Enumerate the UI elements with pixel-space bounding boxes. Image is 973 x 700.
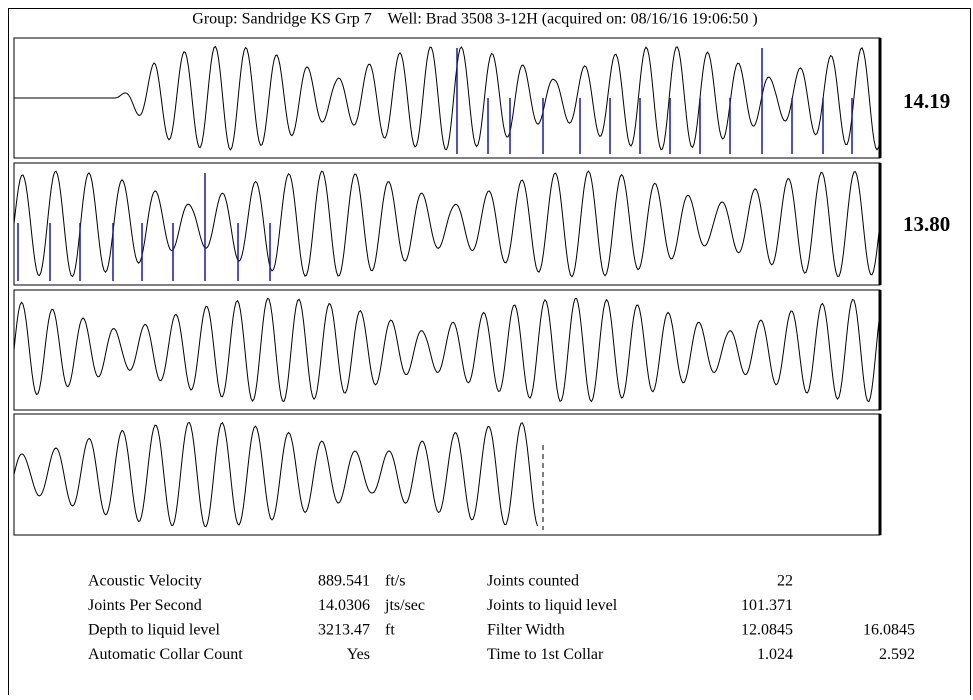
table-cell: jts/sec xyxy=(384,597,425,614)
table-cell: ft xyxy=(385,622,395,639)
table-cell: 12.0845 xyxy=(741,622,793,639)
panel-label: 13.80 xyxy=(903,212,950,236)
waveform xyxy=(13,422,538,528)
panel-frame xyxy=(13,37,881,159)
waveform xyxy=(13,170,880,278)
table-cell: 14.0306 xyxy=(318,597,370,614)
table-cell: Yes xyxy=(347,646,370,663)
table-cell: Automatic Collar Count xyxy=(88,646,243,663)
panel-frame xyxy=(13,289,881,411)
table-cell: Acoustic Velocity xyxy=(88,573,202,590)
waveform xyxy=(13,297,880,403)
table-cell: 22 xyxy=(777,573,793,590)
table-cell: Joints Per Second xyxy=(88,597,202,614)
table-cell: 101.371 xyxy=(741,597,793,614)
waveform xyxy=(14,45,881,151)
table-cell: 3213.47 xyxy=(318,622,370,639)
results-table: Acoustic Velocity 889.541 ft/s Joints count… xyxy=(88,573,915,664)
table-cell: 889.541 xyxy=(318,573,370,590)
table-cell: Joints counted xyxy=(487,573,579,590)
table-cell: Time to 1st Collar xyxy=(487,646,604,663)
table-cell: Filter Width xyxy=(487,622,565,639)
panels xyxy=(13,37,882,536)
header-title: Group: Sandridge KS Grp 7 Well: Brad 350… xyxy=(192,11,757,28)
table-cell: Depth to liquid level xyxy=(88,622,221,639)
table-cell: Joints to liquid level xyxy=(487,597,618,614)
table-cell: ft/s xyxy=(385,573,405,590)
panel-label: 14.19 xyxy=(903,89,950,113)
table-cell: 1.024 xyxy=(757,646,793,663)
table-cell: 2.592 xyxy=(879,646,915,663)
table-cell: 16.0845 xyxy=(863,622,915,639)
